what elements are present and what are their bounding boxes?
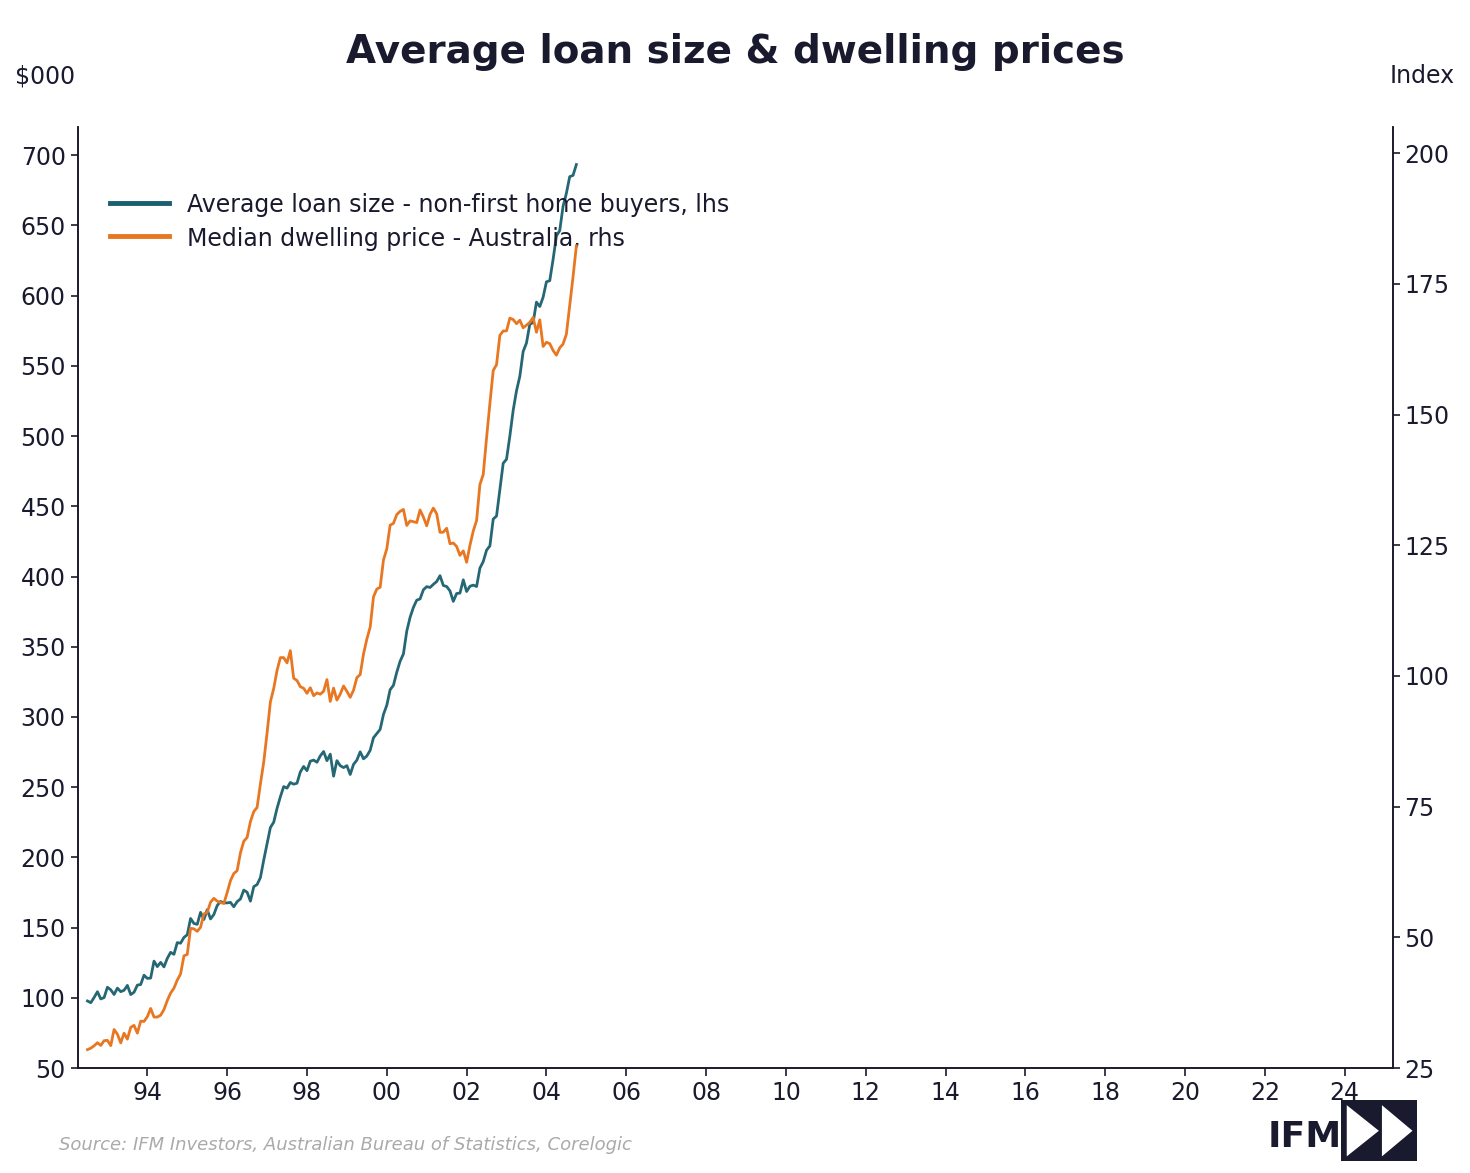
FancyBboxPatch shape — [1341, 1100, 1417, 1161]
Polygon shape — [1347, 1105, 1379, 1157]
Text: Average loan size & dwelling prices: Average loan size & dwelling prices — [345, 33, 1125, 70]
Polygon shape — [1382, 1105, 1413, 1157]
Legend: Average loan size - non-first home buyers, lhs, Median dwelling price - Australi: Average loan size - non-first home buyer… — [103, 187, 736, 258]
Text: Source: IFM Investors, Australian Bureau of Statistics, Corelogic: Source: IFM Investors, Australian Bureau… — [59, 1137, 632, 1154]
Text: $000: $000 — [15, 65, 75, 88]
Text: Index: Index — [1389, 65, 1455, 88]
Text: IFM: IFM — [1267, 1120, 1342, 1154]
